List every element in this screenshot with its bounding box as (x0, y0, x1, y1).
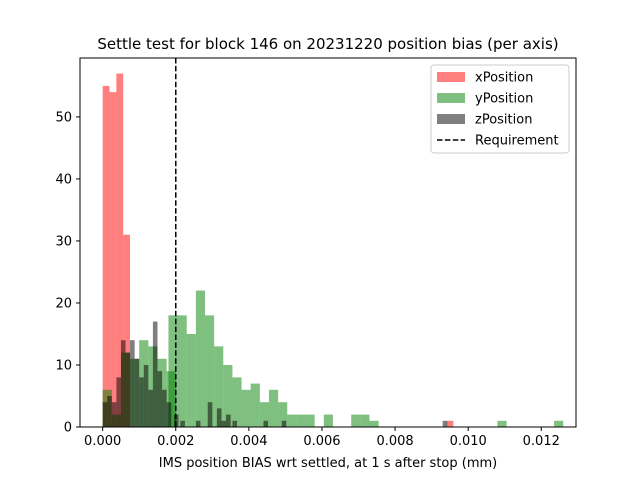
bar-zPosition-20 (221, 420, 227, 427)
bar-yPosition-10 (186, 333, 196, 427)
bar-yPosition-17 (250, 383, 260, 427)
x-tick-label-1: 0.002 (157, 434, 194, 449)
bar-xPosition-4 (446, 420, 454, 427)
bar-zPosition-4 (120, 340, 126, 427)
bar-zPosition-1 (107, 395, 112, 427)
bar-zPosition-17 (195, 420, 201, 427)
bar-yPosition-13 (214, 346, 224, 427)
legend-label-yPosition: yPosition (475, 92, 533, 107)
x-tick-label-0: 0.000 (84, 434, 121, 449)
bar-zPosition-22 (232, 420, 237, 427)
bar-yPosition-32 (554, 420, 564, 427)
bar-zPosition-8 (139, 377, 144, 427)
legend-label-Requirement: Requirement (475, 134, 559, 149)
bar-yPosition-8 (168, 315, 178, 427)
bar-zPosition-6 (130, 340, 135, 427)
plot-frame (79, 57, 577, 428)
chart-title: Settle test for block 146 on 20231220 po… (97, 35, 558, 53)
bar-yPosition-23 (305, 414, 315, 427)
bar-zPosition-14 (166, 402, 172, 427)
bar-yPosition-22 (296, 414, 306, 427)
bar-zPosition-19 (216, 408, 222, 427)
bar-yPosition-11 (195, 290, 206, 427)
y-tick-label-1: 10 (55, 358, 72, 373)
legend-label-zPosition: zPosition (475, 113, 532, 128)
y-tick-label-5: 50 (55, 110, 72, 125)
x-axis: 0.000 0.002 0.004 0.006 0.008 0.010 0.012 (84, 427, 560, 449)
bar-yPosition-18 (259, 402, 269, 427)
bar-zPosition-2 (111, 402, 117, 427)
legend-swatch-zPosition (437, 114, 465, 124)
y-axis: 0 10 20 30 40 50 (55, 110, 80, 436)
bar-zPosition-12 (157, 371, 163, 427)
y-tick-label-4: 40 (55, 172, 72, 187)
y-tick-label-2: 20 (55, 296, 72, 311)
x-tick-label-5: 0.010 (450, 434, 487, 449)
legend-label-xPosition: xPosition (475, 71, 533, 86)
y-tick-label-0: 0 (64, 421, 72, 436)
bar-zPosition-10 (148, 389, 153, 427)
bar-zPosition-25 (442, 420, 448, 427)
bar-yPosition-20 (278, 402, 288, 427)
bar-xPosition-3 (123, 234, 131, 427)
bar-yPosition-31 (497, 420, 507, 427)
bar-xPosition-0 (102, 85, 110, 427)
legend: xPosition yPosition zPosition Requirement (430, 64, 570, 154)
bar-zPosition-11 (152, 321, 158, 427)
bar-zPosition-5 (125, 352, 131, 427)
bar-zPosition-21 (226, 414, 231, 427)
bar-yPosition-21 (287, 414, 297, 427)
bar-zPosition-9 (143, 364, 149, 427)
bar-yPosition-29 (360, 414, 370, 427)
x-tick-label-4: 0.008 (376, 434, 413, 449)
legend-swatch-yPosition (437, 93, 465, 103)
x-tick-label-3: 0.006 (303, 434, 340, 449)
histogram-bars (102, 73, 564, 427)
bar-zPosition-0 (102, 402, 108, 427)
bar-yPosition-19 (268, 389, 279, 427)
bar-yPosition-16 (241, 389, 251, 427)
bar-yPosition-12 (205, 315, 215, 427)
bar-yPosition-9 (177, 315, 187, 427)
bar-yPosition-28 (351, 414, 361, 427)
bar-zPosition-24 (281, 420, 287, 427)
bar-zPosition-23 (263, 420, 269, 427)
bar-xPosition-1 (109, 92, 117, 427)
bar-zPosition-7 (134, 358, 140, 427)
y-tick-label-3: 30 (55, 234, 72, 249)
bar-zPosition-3 (116, 377, 121, 427)
bar-zPosition-13 (162, 389, 167, 427)
x-axis-label: IMS position BIAS wrt settled, at 1 s af… (159, 456, 497, 471)
bar-zPosition-16 (180, 420, 185, 427)
x-tick-label-6: 0.012 (523, 434, 560, 449)
legend-box (430, 64, 570, 154)
legend-swatch-xPosition (437, 72, 465, 82)
bar-zPosition-18 (207, 402, 213, 427)
bar-yPosition-25 (323, 414, 333, 427)
x-tick-label-2: 0.004 (230, 434, 267, 449)
bar-yPosition-30 (369, 420, 379, 427)
bar-yPosition-14 (223, 364, 233, 427)
bar-yPosition-15 (232, 377, 242, 427)
bar-xPosition-2 (116, 73, 124, 427)
bar-zPosition-15 (173, 414, 179, 427)
